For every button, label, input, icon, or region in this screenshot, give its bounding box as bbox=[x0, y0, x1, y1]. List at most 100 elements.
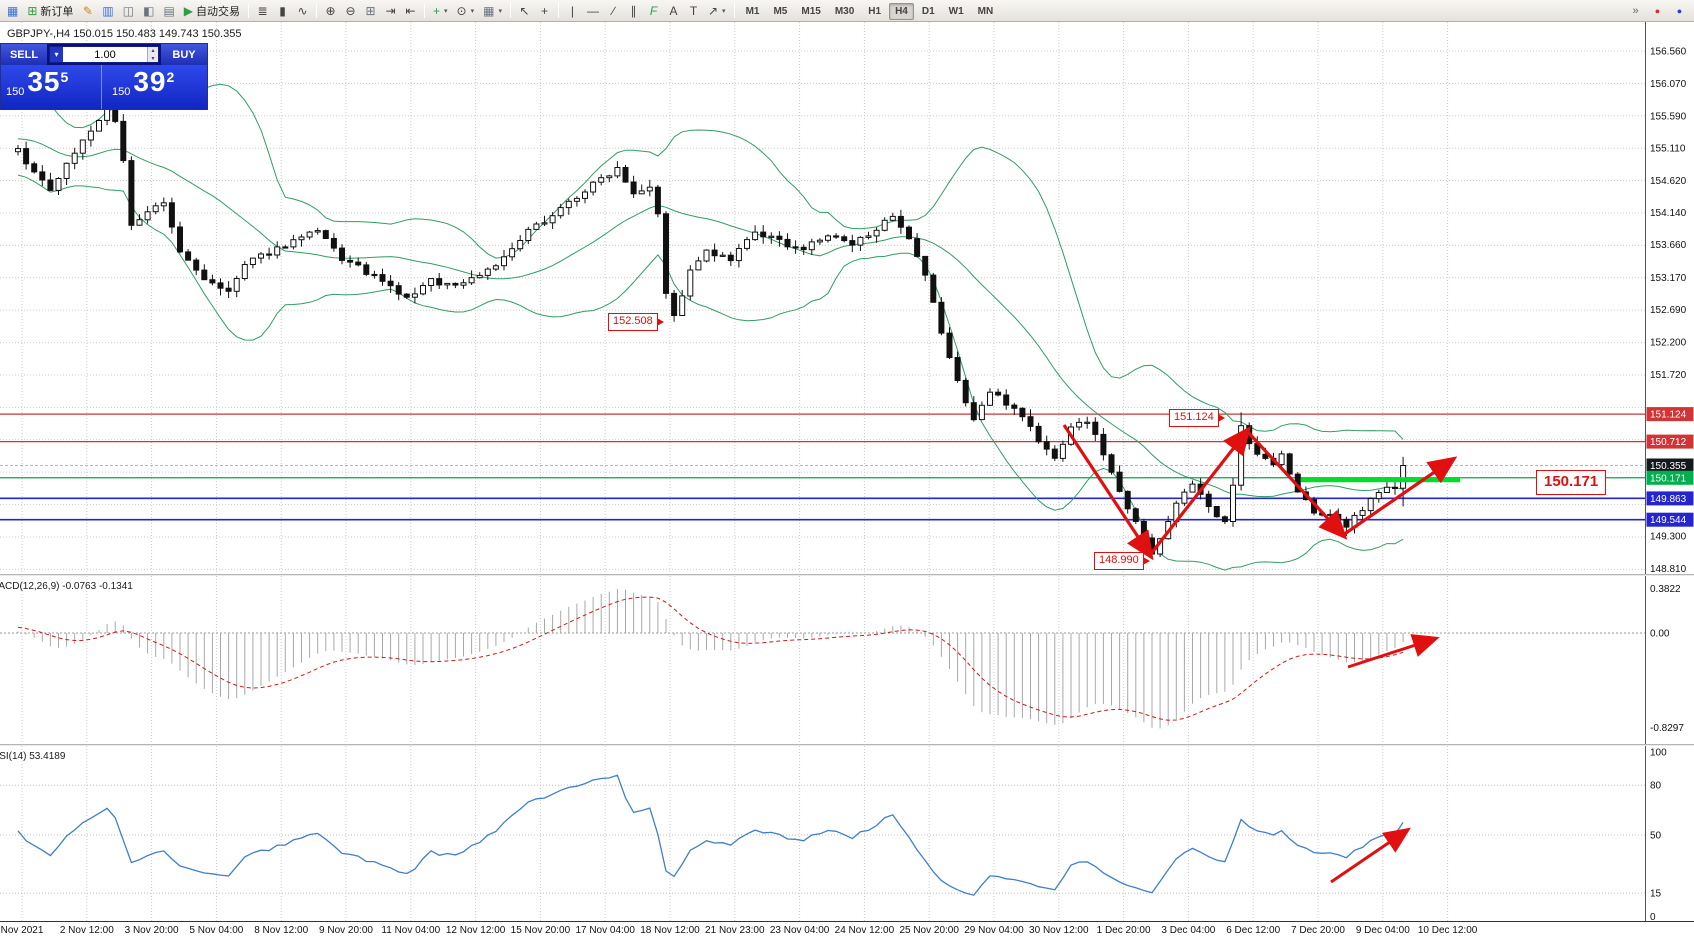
timeframe-button-h4[interactable]: H4 bbox=[889, 2, 914, 20]
alert-status-button[interactable]: ● bbox=[1648, 1, 1667, 20]
fibonacci-button[interactable]: F bbox=[644, 1, 663, 20]
cursor-button[interactable]: ↖ bbox=[515, 1, 534, 20]
trend-arrows[interactable] bbox=[1062, 424, 1458, 561]
timeframe-button-m15[interactable]: M15 bbox=[801, 5, 821, 17]
horizontal-level-lines[interactable] bbox=[0, 413, 1646, 521]
time-axis-label: 3 Nov 20:00 bbox=[124, 925, 179, 936]
price-axis-labels: 156.560 156.070 155.590 155.110 154.620 154.1… bbox=[1650, 47, 1687, 576]
vertical-line-button[interactable]: | bbox=[563, 1, 582, 20]
macd-signal-line bbox=[17, 596, 1404, 721]
market-watch-icon: ▥ bbox=[102, 3, 114, 18]
price-annotation[interactable]: 148.990 bbox=[1094, 552, 1150, 570]
svg-text:152.200: 152.200 bbox=[1650, 338, 1687, 349]
crosshair-button[interactable]: + bbox=[535, 1, 554, 20]
channel-button[interactable]: ∥ bbox=[624, 1, 643, 20]
timeframe-button-d1[interactable]: D1 bbox=[921, 5, 935, 17]
templates-button[interactable]: ▦ ▾ bbox=[479, 1, 506, 20]
annotation-text: 148.990 bbox=[1099, 554, 1139, 566]
svg-text:155.590: 155.590 bbox=[1650, 111, 1687, 122]
svg-text:149.300: 149.300 bbox=[1650, 532, 1687, 543]
navigator-button[interactable]: ◧ bbox=[139, 1, 158, 20]
annotation-pointer-icon bbox=[1142, 556, 1150, 565]
sell-price[interactable]: 150 355 bbox=[1, 65, 101, 109]
auto-scroll-button[interactable]: ⇥ bbox=[381, 1, 400, 20]
bar-chart-button[interactable]: ≣ bbox=[253, 1, 272, 20]
timeframe-button-w1[interactable]: W1 bbox=[948, 5, 964, 17]
autotrading-button[interactable]: ▶ 自动交易 bbox=[180, 1, 244, 20]
text-label-icon: T bbox=[689, 3, 698, 18]
volume-input[interactable] bbox=[63, 47, 147, 62]
chevron-down-icon: ▾ bbox=[470, 7, 475, 15]
time-axis-label: 30 Nov 12:00 bbox=[1029, 925, 1089, 936]
arrow-object-icon: ↗ bbox=[707, 3, 719, 18]
buy-button[interactable]: BUY bbox=[161, 44, 207, 65]
terminal-button[interactable]: ▤ bbox=[159, 1, 178, 20]
timeframe-button-m1[interactable]: M1 bbox=[745, 5, 760, 17]
trendline-button[interactable]: ∕ bbox=[604, 1, 623, 20]
tile-windows-button[interactable]: ⊞ bbox=[361, 1, 380, 20]
market-watch-button[interactable]: ▥ bbox=[98, 1, 117, 20]
price-annotation[interactable]: 151.124 bbox=[1169, 409, 1225, 427]
new-order-label: 新订单 bbox=[40, 5, 74, 18]
price-annotation[interactable]: 150.171 bbox=[1536, 470, 1607, 495]
macd-trend-arrow[interactable] bbox=[1347, 634, 1440, 669]
text-label-button[interactable]: T bbox=[684, 1, 703, 20]
spinner-up-icon[interactable]: ▴ bbox=[148, 47, 158, 55]
svg-text:0.3822: 0.3822 bbox=[1650, 584, 1681, 595]
chart-shift-button[interactable]: ⇤ bbox=[401, 1, 420, 20]
rsi-trend-arrow[interactable] bbox=[1330, 827, 1411, 884]
time-axis-label: 21 Nov 23:00 bbox=[705, 925, 765, 936]
toolbar-separator bbox=[733, 3, 735, 18]
rsi-label: RSI(14) 53.4189 bbox=[0, 751, 65, 762]
rsi-axis-labels: 100 80 50 15 0 bbox=[1650, 748, 1667, 922]
new-chart-button[interactable]: ▦ bbox=[3, 1, 22, 20]
annotation-pointer-icon bbox=[1217, 413, 1225, 422]
line-chart-button[interactable]: ∿ bbox=[293, 1, 312, 20]
timeframe-group: M1 M5 M15 M30 H1 H4 D1 W1 MN bbox=[739, 2, 1001, 20]
autotrading-play-icon: ▶ bbox=[183, 3, 194, 18]
chevron-down-icon: ▾ bbox=[444, 7, 448, 15]
svg-text:153.170: 153.170 bbox=[1650, 273, 1687, 284]
annotation-text: 151.124 bbox=[1174, 411, 1214, 423]
candlestick-button[interactable]: ▮ bbox=[273, 1, 292, 20]
price-annotation[interactable]: 152.508 bbox=[608, 313, 664, 331]
macd-panel[interactable]: 0.3822 0.00 -0.8297 bbox=[0, 576, 1694, 746]
buy-price-figure: 150 bbox=[112, 86, 131, 98]
time-axis-label: 6 Dec 12:00 bbox=[1226, 925, 1281, 936]
timeframe-button-m30[interactable]: M30 bbox=[834, 5, 855, 17]
toolbar-overflow-button[interactable]: » bbox=[1626, 1, 1645, 20]
arrows-button[interactable]: ↗ ▾ bbox=[704, 1, 730, 20]
buy-price[interactable]: 150 392 bbox=[101, 65, 207, 109]
time-axis-label: 2 Nov 12:00 bbox=[59, 925, 114, 936]
metaeditor-button[interactable]: ✎ bbox=[78, 1, 97, 20]
panel-splitter[interactable] bbox=[0, 574, 1694, 576]
data-window-button[interactable]: ◫ bbox=[119, 1, 138, 20]
panel-splitter[interactable] bbox=[0, 744, 1694, 746]
templates-icon: ▦ bbox=[483, 3, 495, 18]
rsi-panel[interactable]: 100 80 50 15 0 bbox=[0, 746, 1694, 921]
timeframe-button-mn[interactable]: MN bbox=[977, 5, 994, 17]
periods-button[interactable]: ⊙ ▾ bbox=[453, 1, 479, 20]
horizontal-line-button[interactable]: — bbox=[583, 1, 603, 20]
zoom-in-button[interactable]: ⊕ bbox=[321, 1, 340, 20]
text-button[interactable]: A bbox=[664, 1, 683, 20]
price-chart-panel[interactable]: 156.560 156.070 155.590 155.110 154.620 154.1… bbox=[0, 22, 1694, 576]
new-order-button[interactable]: ⊞ 新订单 bbox=[23, 1, 77, 20]
timeframe-button-m5[interactable]: M5 bbox=[773, 5, 788, 17]
spinner-down-icon[interactable]: ▾ bbox=[148, 54, 158, 62]
sell-button[interactable]: SELL bbox=[1, 44, 47, 65]
svg-text:15: 15 bbox=[1650, 889, 1662, 900]
one-click-header: SELL ▾ ▴▾ BUY bbox=[1, 44, 207, 65]
connection-status-button[interactable]: ● bbox=[1670, 1, 1689, 20]
time-axis[interactable]: Nov 2021 2 Nov 12:00 3 Nov 20:00 5 Nov 04:0… bbox=[0, 921, 1694, 940]
crosshair-icon: + bbox=[540, 3, 548, 18]
toolbar: ▦ ⊞ 新订单 ✎ ▥ ◫ ◧ ▤ ▶ 自动交易 ≣ ▮ ∿ ⊕ ⊖ ⊞ ⇥ ⇤… bbox=[0, 0, 1694, 22]
indicators-button[interactable]: + ▾ bbox=[429, 1, 452, 20]
svg-text:154.620: 154.620 bbox=[1650, 176, 1687, 187]
volume-dropdown-icon[interactable]: ▾ bbox=[50, 47, 63, 62]
zoom-out-button[interactable]: ⊖ bbox=[341, 1, 360, 20]
volume-spinner[interactable]: ▴ ▾ bbox=[147, 47, 158, 62]
timeframe-button-h1[interactable]: H1 bbox=[868, 5, 882, 17]
